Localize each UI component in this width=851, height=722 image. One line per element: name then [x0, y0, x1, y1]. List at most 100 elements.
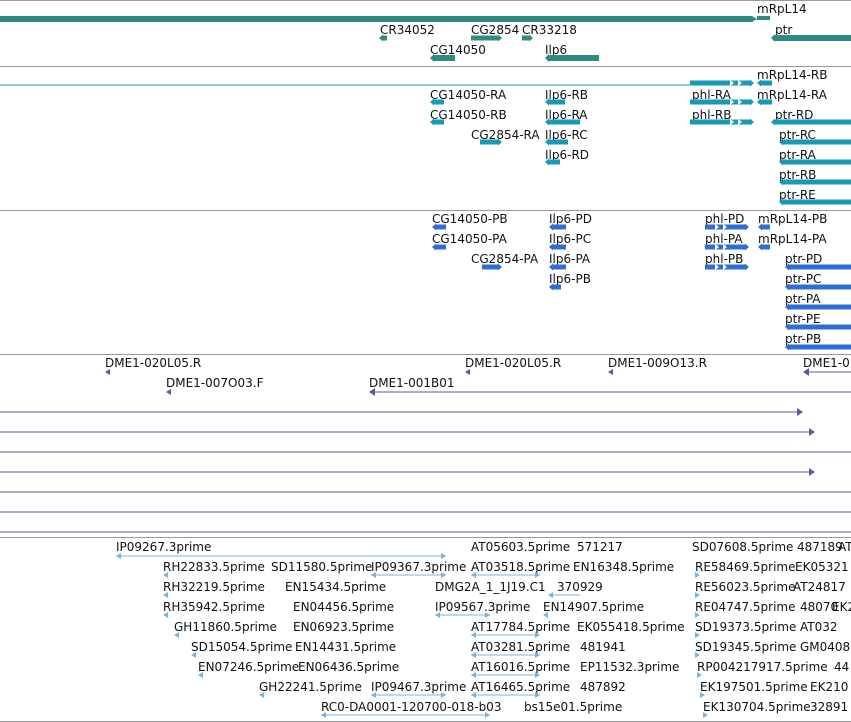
feature-label-t-cg14050-ra[interactable]: CG14050-RA: [430, 88, 507, 102]
feature-label-e-481941[interactable]: 481941: [580, 640, 626, 654]
feature-label-t-phl-ra[interactable]: phl-RA: [692, 88, 731, 102]
feature-label-c-dme1-020l05-b[interactable]: DME1-020L05.R: [465, 356, 562, 370]
feature-glyph-t-mrpl14-ra[interactable]: [757, 98, 772, 106]
feature-label-e-sd15054[interactable]: SD15054.5prime: [191, 640, 293, 654]
feature-glyph-t-mrpl14-rb[interactable]: [757, 79, 772, 87]
feature-label-e-at17784[interactable]: AT17784.5prime: [471, 620, 571, 634]
feature-label-c-dme1-001b01[interactable]: DME1-001B01: [369, 376, 455, 390]
feature-glyph-t-phl-ra-2[interactable]: [690, 98, 754, 106]
feature-glyph-e-sd19373[interactable]: [695, 632, 700, 638]
feature-label-e-at-edge[interactable]: AT: [838, 540, 851, 554]
feature-label-e-at05603[interactable]: AT05603.5prime: [471, 540, 571, 554]
feature-label-e-rc0[interactable]: RC0-DA0001-120700-018-b03: [321, 700, 502, 714]
feature-label-e-487189[interactable]: 487189: [797, 540, 843, 554]
feature-label-c-dme1-020l05-a[interactable]: DME1-020L05.R: [105, 356, 202, 370]
feature-label-e-rp004217917[interactable]: RP004217917.5prime: [697, 660, 828, 674]
feature-glyph-e-rh35942[interactable]: [163, 612, 168, 618]
feature-glyph-p-ilp6-pa[interactable]: [549, 263, 566, 271]
feature-label-e-rh32219[interactable]: RH32219.5prime: [163, 580, 265, 594]
feature-glyph-e-at03281[interactable]: [471, 652, 540, 658]
feature-label-e-44-edge[interactable]: 44: [834, 660, 850, 674]
feature-glyph-c-row1[interactable]: [0, 408, 803, 416]
feature-label-e-ek055418[interactable]: EK055418.5prime: [577, 620, 685, 634]
feature-glyph-p-cg14050-pb[interactable]: [432, 223, 446, 231]
feature-label-g-ptr[interactable]: ptr: [775, 23, 793, 37]
feature-label-c-dme1-007o03[interactable]: DME1-007O03.F: [166, 376, 264, 390]
feature-glyph-p-ptr-pd[interactable]: [785, 263, 851, 271]
feature-label-t-phl-rb[interactable]: phl-RB: [692, 108, 732, 122]
feature-glyph-p-mrpl14-pa[interactable]: [758, 243, 770, 251]
feature-label-t-mrpl14-ra[interactable]: mRpL14-RA: [757, 88, 827, 102]
feature-glyph-c-row4[interactable]: [0, 468, 815, 476]
feature-glyph-e-rp004217917[interactable]: [697, 672, 702, 678]
feature-label-e-487892[interactable]: 487892: [580, 680, 626, 694]
feature-label-e-ip09367[interactable]: IP09367.3prime: [371, 560, 467, 574]
feature-label-e-en06436[interactable]: EN06436.5prime: [298, 660, 400, 674]
feature-label-e-en04456[interactable]: EN04456.5prime: [293, 600, 395, 614]
feature-glyph-p-cg14050-pa[interactable]: [432, 243, 446, 251]
feature-glyph-e-gh22241[interactable]: [259, 692, 264, 698]
feature-glyph-c-dme1-0[interactable]: [803, 368, 851, 376]
feature-label-t-ptr-rd[interactable]: ptr-RD: [775, 108, 814, 122]
feature-label-e-at16465[interactable]: AT16465.5prime: [471, 680, 571, 694]
feature-label-g-cg14050[interactable]: CG14050: [430, 43, 486, 57]
feature-glyph-e-sd19345[interactable]: [695, 652, 700, 658]
feature-glyph-p-cg2854-pa[interactable]: [482, 263, 502, 271]
feature-label-g-mrpl14[interactable]: mRpL14: [757, 2, 807, 16]
feature-glyph-e-ek130704[interactable]: [703, 712, 708, 718]
feature-label-p-ilp6-pc[interactable]: Ilp6-PC: [549, 232, 592, 246]
feature-label-e-ek130704[interactable]: EK130704.5prime: [703, 700, 811, 714]
feature-label-e-en14907[interactable]: EN14907.5prime: [543, 600, 645, 614]
feature-glyph-e-sd15054[interactable]: [191, 652, 196, 658]
feature-glyph-e-ek197501[interactable]: [700, 692, 705, 698]
feature-label-t-mrpl14-rb[interactable]: mRpL14-RB: [757, 68, 828, 82]
feature-label-g-cr33218[interactable]: CR33218: [522, 23, 577, 37]
feature-label-t-ptr-re[interactable]: ptr-RE: [779, 188, 816, 202]
feature-label-t-cg14050-rb[interactable]: CG14050-RB: [430, 108, 507, 122]
feature-glyph-t-ptr-rc[interactable]: [779, 138, 851, 146]
feature-glyph-t-ilp6-ra[interactable]: [545, 118, 580, 126]
feature-glyph-e-re56023[interactable]: [695, 592, 700, 598]
feature-label-e-re04747[interactable]: RE04747.5prime: [695, 600, 796, 614]
feature-label-t-ilp6-rd[interactable]: Ilp6-RD: [545, 148, 590, 162]
feature-glyph-p-ptr-pc[interactable]: [785, 283, 851, 291]
feature-label-e-ip09267[interactable]: IP09267.3prime: [116, 540, 212, 554]
feature-label-t-ilp6-rc[interactable]: Ilp6-RC: [545, 128, 588, 142]
feature-glyph-e-ip09567[interactable]: [435, 612, 490, 618]
feature-glyph-e-at16465[interactable]: [471, 692, 540, 698]
feature-glyph-e-ip09367[interactable]: [371, 572, 446, 578]
feature-label-e-en06923[interactable]: EN06923.5prime: [293, 620, 395, 634]
feature-label-g-cr34052[interactable]: CR34052: [380, 23, 435, 37]
feature-glyph-e-re58469[interactable]: [695, 572, 700, 578]
feature-glyph-c-dme1-009o13[interactable]: [608, 369, 613, 375]
feature-label-t-ptr-rb[interactable]: ptr-RB: [779, 168, 817, 182]
feature-glyph-e-en07246[interactable]: [198, 672, 203, 678]
feature-label-e-en14431[interactable]: EN14431.5prime: [295, 640, 397, 654]
feature-glyph-t-ptr-rb[interactable]: [779, 178, 851, 186]
feature-label-e-rh35942[interactable]: RH35942.5prime: [163, 600, 265, 614]
feature-label-e-at24817[interactable]: AT24817: [793, 580, 846, 594]
feature-glyph-t-cg2854-ra[interactable]: [480, 138, 502, 146]
feature-label-e-ip09567[interactable]: IP09567.3prime: [435, 600, 531, 614]
feature-glyph-g-ptr[interactable]: [771, 34, 851, 42]
feature-label-e-sd19345[interactable]: SD19345.5prime: [695, 640, 797, 654]
feature-glyph-g-mrpl14[interactable]: [757, 16, 770, 20]
feature-label-p-ptr-pc[interactable]: ptr-PC: [785, 272, 822, 286]
feature-label-e-re58469[interactable]: RE58469.5prime: [695, 560, 796, 574]
feature-glyph-e-at17784[interactable]: [471, 632, 540, 638]
feature-label-e-sd19373[interactable]: SD19373.5prime: [695, 620, 797, 634]
feature-label-p-phl-pb[interactable]: phl-PB: [705, 252, 744, 266]
feature-glyph-g-cg2854[interactable]: [471, 34, 502, 42]
feature-label-e-48070[interactable]: 48070: [800, 600, 839, 614]
feature-label-e-en07246[interactable]: EN07246.5prime: [198, 660, 300, 674]
feature-glyph-t-phl-ra[interactable]: [690, 79, 754, 87]
feature-glyph-t-cg14050-rb[interactable]: [430, 118, 444, 126]
feature-glyph-t-ptr-rd[interactable]: [771, 118, 851, 126]
feature-glyph-e-at16016[interactable]: [471, 672, 540, 678]
feature-glyph-g-cg14050[interactable]: [430, 54, 455, 62]
feature-glyph-g-cr33218[interactable]: [522, 34, 533, 42]
feature-label-e-ek197501[interactable]: EK197501.5prime: [700, 680, 808, 694]
feature-label-t-ilp6-ra[interactable]: Ilp6-RA: [545, 108, 588, 122]
feature-glyph-p-ilp6-pc[interactable]: [549, 243, 566, 251]
feature-glyph-c-dme1-001b01[interactable]: [369, 388, 851, 396]
